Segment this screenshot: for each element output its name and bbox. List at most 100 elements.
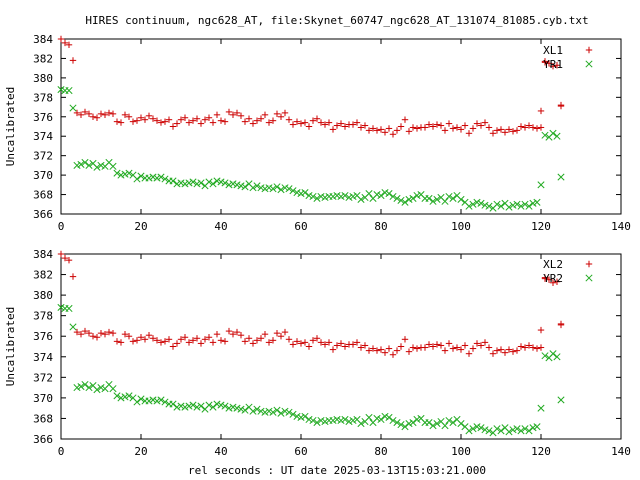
data-point (185, 402, 193, 410)
data-point (137, 395, 145, 403)
plot-frame (60, 38, 622, 215)
data-point (457, 126, 465, 133)
data-point (485, 202, 493, 210)
y-tick-label: 368 (33, 412, 53, 425)
data-point (89, 113, 97, 120)
data-point (225, 404, 233, 412)
data-point (325, 119, 333, 126)
data-point (529, 124, 537, 131)
data-point (429, 422, 437, 430)
data-point (197, 179, 205, 187)
data-point (405, 348, 413, 355)
data-point (465, 427, 473, 435)
x-tick-label: 40 (214, 220, 227, 233)
data-point (189, 401, 197, 409)
data-point (341, 123, 349, 130)
data-point (521, 425, 529, 433)
y-tick-label: 380 (33, 289, 53, 302)
data-point (433, 121, 441, 128)
data-point (281, 407, 289, 415)
data-point (209, 180, 217, 188)
data-point (489, 130, 497, 137)
data-point (509, 128, 517, 135)
data-point (289, 410, 297, 418)
data-point (537, 107, 545, 115)
data-point (549, 279, 557, 286)
data-point (133, 337, 141, 344)
data-point (513, 347, 521, 354)
data-point (529, 344, 537, 351)
data-point (393, 194, 401, 202)
data-point (177, 336, 185, 343)
data-point (537, 344, 545, 351)
data-point (513, 200, 521, 208)
data-point (249, 120, 257, 127)
data-point (453, 344, 461, 351)
data-point (157, 173, 165, 181)
data-point (421, 124, 429, 131)
data-point (241, 183, 249, 191)
data-point (213, 111, 221, 119)
data-point (377, 346, 385, 353)
data-point (557, 396, 565, 404)
data-point (557, 173, 565, 181)
legend-marker (585, 260, 593, 268)
data-point (57, 35, 65, 43)
data-point (277, 409, 285, 417)
data-point (353, 339, 361, 346)
data-point (401, 198, 409, 206)
data-point (233, 328, 241, 336)
data-point (513, 425, 521, 433)
data-point (289, 187, 297, 195)
data-point (169, 177, 177, 185)
data-point (129, 338, 137, 345)
data-point (517, 123, 525, 130)
y-tick-label: 368 (33, 189, 53, 202)
data-point (365, 347, 373, 354)
data-point (397, 123, 405, 130)
data-point (257, 335, 265, 342)
data-point (81, 158, 89, 167)
data-point (297, 413, 305, 421)
data-point (257, 407, 265, 415)
data-point (485, 124, 493, 131)
data-point (133, 117, 141, 124)
data-point (505, 126, 513, 133)
data-point (153, 397, 161, 405)
data-point (293, 118, 301, 125)
data-point (485, 344, 493, 351)
data-point (285, 116, 293, 123)
x-tick-label: 20 (134, 220, 147, 233)
data-point (517, 343, 525, 350)
data-point (169, 343, 177, 350)
data-point (201, 116, 209, 123)
data-point (125, 333, 133, 340)
data-point (313, 335, 321, 342)
data-point (421, 344, 429, 351)
data-point (213, 330, 221, 338)
x-tick-label: 80 (374, 445, 387, 458)
data-point (129, 118, 137, 125)
data-point (69, 57, 77, 64)
data-point (473, 340, 481, 347)
data-point (237, 112, 245, 120)
y-tick-label: 378 (33, 310, 53, 323)
data-point (109, 162, 117, 170)
data-point (357, 195, 365, 203)
data-point (261, 330, 269, 338)
data-point (401, 336, 409, 343)
data-point (77, 160, 85, 168)
data-point (137, 334, 145, 341)
data-point (381, 129, 389, 136)
data-point (505, 346, 513, 353)
data-point (81, 327, 89, 335)
data-point (89, 333, 97, 340)
data-point (117, 119, 125, 126)
data-point (521, 200, 529, 208)
data-point (265, 119, 273, 126)
data-point (253, 117, 261, 124)
data-point (109, 329, 117, 337)
data-point (145, 112, 153, 120)
data-point (489, 350, 497, 357)
data-point (233, 404, 241, 412)
